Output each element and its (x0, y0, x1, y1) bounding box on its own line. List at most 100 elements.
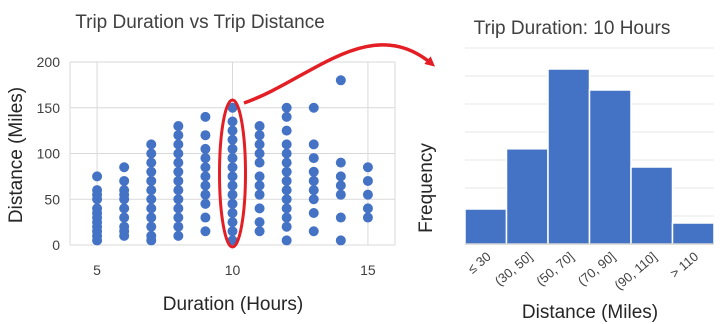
scatter-point (146, 230, 157, 241)
scatter-chart: Trip Duration vs Trip Distance 050100150… (6, 12, 396, 315)
scatter-point (254, 148, 265, 159)
scatter-point (362, 175, 373, 186)
scatter-point (362, 212, 373, 223)
scatter-point (335, 235, 346, 246)
histogram-y-axis-label: Frequency (416, 143, 437, 233)
scatter-point (335, 75, 346, 86)
scatter-point (281, 157, 292, 168)
scatter-point (173, 221, 184, 232)
scatter-point (335, 157, 346, 168)
scatter-point (200, 111, 211, 122)
histogram-bar (505, 148, 549, 245)
scatter-point (173, 139, 184, 150)
scatter-point (227, 207, 238, 218)
scatter-point (119, 212, 130, 223)
scatter-point (173, 157, 184, 168)
scatter-point (92, 203, 103, 214)
scatter-point (281, 185, 292, 196)
scatter-point (227, 116, 238, 127)
scatter-y-tick-label: 50 (44, 191, 60, 207)
connector-arrow (243, 43, 436, 105)
scatter-point (335, 189, 346, 200)
scatter-point (173, 212, 184, 223)
scatter-point (281, 221, 292, 232)
scatter-point (146, 194, 157, 205)
scatter-point (362, 162, 373, 173)
scatter-point (308, 175, 319, 186)
scatter-point (119, 175, 130, 186)
scatter-point (254, 203, 265, 214)
scatter-point (254, 217, 265, 228)
scatter-point (119, 185, 130, 196)
histogram-x-axis-label: Distance (Miles) (522, 302, 658, 323)
scatter-point (227, 102, 238, 113)
histogram-category-label: (50, 70] (533, 249, 576, 289)
scatter-point (146, 203, 157, 214)
histogram-bar (630, 166, 674, 245)
scatter-y-tick-label: 150 (37, 100, 61, 116)
scatter-point (254, 189, 265, 200)
scatter-point (281, 148, 292, 159)
scatter-point (281, 194, 292, 205)
scatter-y-axis-label: Distance (Miles) (6, 87, 27, 223)
histogram-chart: Trip Duration: 10 Hours ≤ 30(30, 50](50,… (416, 18, 715, 323)
scatter-point (200, 162, 211, 173)
scatter-point (227, 189, 238, 200)
histogram-bar (671, 222, 715, 245)
scatter-point (281, 139, 292, 150)
scatter-point (281, 203, 292, 214)
scatter-point (200, 143, 211, 154)
scatter-point (200, 153, 211, 164)
scatter-point (308, 166, 319, 177)
histogram-category-label: (90, 110] (611, 249, 659, 293)
scatter-point (254, 157, 265, 168)
scatter-point (200, 130, 211, 141)
scatter-point (173, 121, 184, 132)
scatter-point (335, 171, 346, 182)
scatter-point (227, 198, 238, 209)
scatter-point (281, 166, 292, 177)
scatter-point (308, 194, 319, 205)
scatter-point (146, 185, 157, 196)
scatter-y-tick-label: 100 (37, 146, 61, 162)
scatter-point (308, 153, 319, 164)
scatter-point (173, 148, 184, 159)
scatter-point (200, 171, 211, 182)
scatter-point (173, 175, 184, 186)
scatter-title: Trip Duration vs Trip Distance (75, 12, 325, 33)
scatter-point (173, 203, 184, 214)
scatter-point (308, 226, 319, 237)
histogram-title: Trip Duration: 10 Hours (474, 18, 671, 39)
scatter-point (281, 102, 292, 113)
scatter-y-ticks: 0 50 100 150 200 (37, 54, 61, 253)
scatter-point (254, 139, 265, 150)
scatter-point (119, 203, 130, 214)
scatter-point (146, 221, 157, 232)
scatter-point (146, 148, 157, 159)
scatter-point (254, 121, 265, 132)
scatter-point (281, 175, 292, 186)
scatter-point (227, 180, 238, 191)
scatter-point (254, 171, 265, 182)
scatter-point (227, 153, 238, 164)
scatter-point (281, 125, 292, 136)
scatter-point (335, 180, 346, 191)
scatter-point (200, 212, 211, 223)
histogram-category-label: ≤ 30 (465, 249, 494, 277)
histogram-bar (547, 68, 591, 245)
scatter-point (308, 102, 319, 113)
scatter-x-tick-label: 5 (93, 262, 101, 278)
histogram-category-labels: ≤ 30(30, 50](50, 70](70, 90](90, 110] > 1… (465, 249, 701, 293)
scatter-point (146, 139, 157, 150)
scatter-point (227, 143, 238, 154)
scatter-point (362, 189, 373, 200)
histogram-bar (464, 208, 508, 245)
histogram-category-label: (30, 50] (492, 249, 535, 289)
scatter-point (200, 180, 211, 191)
scatter-point (173, 230, 184, 241)
scatter-point (119, 162, 130, 173)
scatter-point (227, 125, 238, 136)
scatter-point (200, 226, 211, 237)
scatter-point (254, 130, 265, 141)
